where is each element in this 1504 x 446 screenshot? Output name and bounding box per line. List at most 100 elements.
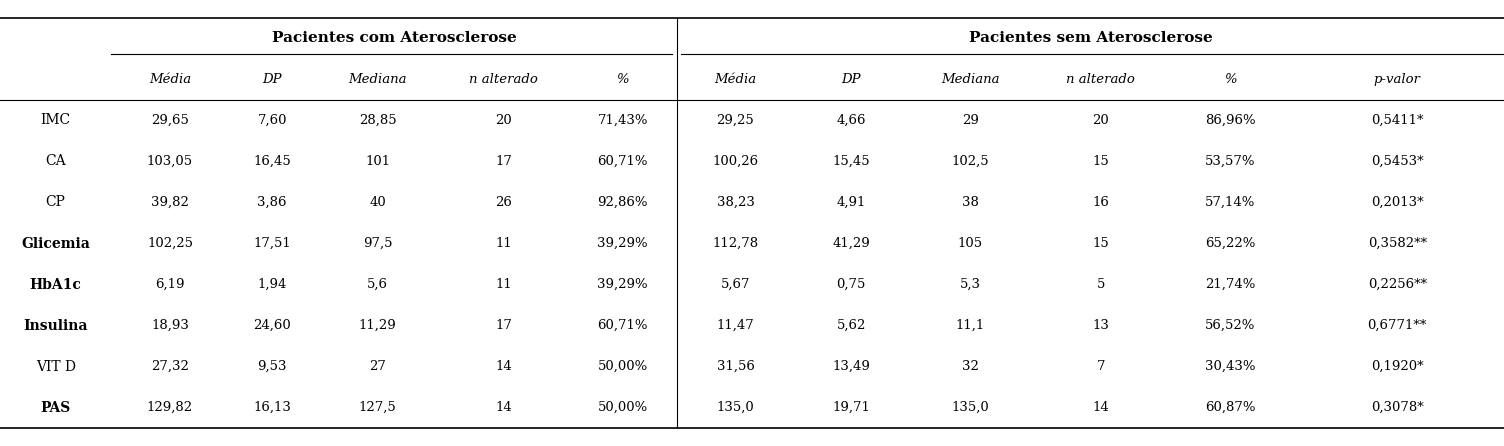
- Text: 0,2013*: 0,2013*: [1372, 196, 1423, 209]
- Text: 0,2256**: 0,2256**: [1367, 278, 1427, 291]
- Text: 19,71: 19,71: [832, 401, 871, 414]
- Text: Pacientes com Aterosclerose: Pacientes com Aterosclerose: [272, 31, 516, 45]
- Text: 86,96%: 86,96%: [1205, 114, 1256, 127]
- Text: 112,78: 112,78: [713, 237, 758, 250]
- Text: 97,5: 97,5: [362, 237, 393, 250]
- Text: 60,87%: 60,87%: [1205, 401, 1256, 414]
- Text: 15: 15: [1092, 155, 1110, 168]
- Text: 40: 40: [368, 196, 387, 209]
- Text: IMC: IMC: [41, 113, 71, 128]
- Text: 13: 13: [1092, 319, 1110, 332]
- Text: 6,19: 6,19: [155, 278, 185, 291]
- Text: DP: DP: [263, 73, 281, 86]
- Text: 71,43%: 71,43%: [597, 114, 648, 127]
- Text: 4,66: 4,66: [836, 114, 866, 127]
- Text: 92,86%: 92,86%: [597, 196, 648, 209]
- Text: 0,5411*: 0,5411*: [1372, 114, 1423, 127]
- Text: Média: Média: [714, 73, 757, 86]
- Text: 11,29: 11,29: [358, 319, 397, 332]
- Text: Insulina: Insulina: [24, 318, 87, 333]
- Text: 65,22%: 65,22%: [1205, 237, 1256, 250]
- Text: 41,29: 41,29: [832, 237, 871, 250]
- Text: 14: 14: [495, 401, 513, 414]
- Text: 17: 17: [495, 155, 513, 168]
- Text: 26: 26: [495, 196, 513, 209]
- Text: 102,5: 102,5: [951, 155, 990, 168]
- Text: 50,00%: 50,00%: [597, 360, 648, 373]
- Text: 28,85: 28,85: [358, 114, 397, 127]
- Text: HbA1c: HbA1c: [30, 277, 81, 292]
- Text: 1,94: 1,94: [257, 278, 287, 291]
- Text: 14: 14: [495, 360, 513, 373]
- Text: 38,23: 38,23: [716, 196, 755, 209]
- Text: 32: 32: [961, 360, 979, 373]
- Text: 135,0: 135,0: [951, 401, 990, 414]
- Text: 9,53: 9,53: [257, 360, 287, 373]
- Text: 17,51: 17,51: [253, 237, 292, 250]
- Text: 11: 11: [495, 278, 513, 291]
- Text: Mediana: Mediana: [349, 73, 406, 86]
- Text: 27,32: 27,32: [150, 360, 190, 373]
- Text: 0,3078*: 0,3078*: [1370, 401, 1424, 414]
- Text: PAS: PAS: [41, 401, 71, 415]
- Text: Glicemia: Glicemia: [21, 236, 90, 251]
- Text: 102,25: 102,25: [147, 237, 193, 250]
- Text: 5,67: 5,67: [720, 278, 750, 291]
- Text: 7: 7: [1096, 360, 1105, 373]
- Text: 57,14%: 57,14%: [1205, 196, 1256, 209]
- Text: 29,65: 29,65: [150, 114, 190, 127]
- Text: DP: DP: [842, 73, 860, 86]
- Text: 0,75: 0,75: [836, 278, 866, 291]
- Text: 18,93: 18,93: [150, 319, 190, 332]
- Text: 38: 38: [961, 196, 979, 209]
- Text: 16,45: 16,45: [253, 155, 292, 168]
- Text: 135,0: 135,0: [716, 401, 755, 414]
- Text: 3,86: 3,86: [257, 196, 287, 209]
- Text: VIT D: VIT D: [36, 359, 75, 374]
- Text: Média: Média: [149, 73, 191, 86]
- Text: 39,29%: 39,29%: [597, 237, 648, 250]
- Text: 103,05: 103,05: [147, 155, 193, 168]
- Text: 11,1: 11,1: [955, 319, 985, 332]
- Text: 15,45: 15,45: [832, 155, 871, 168]
- Text: 39,29%: 39,29%: [597, 278, 648, 291]
- Text: 39,82: 39,82: [150, 196, 190, 209]
- Text: 50,00%: 50,00%: [597, 401, 648, 414]
- Text: 129,82: 129,82: [147, 401, 193, 414]
- Text: 5,6: 5,6: [367, 278, 388, 291]
- Text: 5,62: 5,62: [836, 319, 866, 332]
- Text: 29,25: 29,25: [716, 114, 755, 127]
- Text: 11: 11: [495, 237, 513, 250]
- Text: 29: 29: [961, 114, 979, 127]
- Text: 101: 101: [365, 155, 390, 168]
- Text: 5,3: 5,3: [960, 278, 981, 291]
- Text: 21,74%: 21,74%: [1205, 278, 1256, 291]
- Text: p-valor: p-valor: [1373, 73, 1421, 86]
- Text: 53,57%: 53,57%: [1205, 155, 1256, 168]
- Text: 105: 105: [958, 237, 982, 250]
- Text: CP: CP: [45, 195, 66, 210]
- Text: Mediana: Mediana: [942, 73, 999, 86]
- Text: 4,91: 4,91: [836, 196, 866, 209]
- Text: 60,71%: 60,71%: [597, 155, 648, 168]
- Text: 17: 17: [495, 319, 513, 332]
- Text: 27: 27: [368, 360, 387, 373]
- Text: 15: 15: [1092, 237, 1110, 250]
- Text: 24,60: 24,60: [253, 319, 292, 332]
- Text: %: %: [1224, 73, 1236, 86]
- Text: 0,3582**: 0,3582**: [1367, 237, 1427, 250]
- Text: %: %: [617, 73, 629, 86]
- Text: n alterado: n alterado: [469, 73, 538, 86]
- Text: 16,13: 16,13: [253, 401, 292, 414]
- Text: 13,49: 13,49: [832, 360, 871, 373]
- Text: Pacientes sem Aterosclerose: Pacientes sem Aterosclerose: [969, 31, 1212, 45]
- Text: 60,71%: 60,71%: [597, 319, 648, 332]
- Text: 0,6771**: 0,6771**: [1367, 319, 1427, 332]
- Text: 16: 16: [1092, 196, 1110, 209]
- Text: 20: 20: [1092, 114, 1110, 127]
- Text: 31,56: 31,56: [716, 360, 755, 373]
- Text: 127,5: 127,5: [358, 401, 397, 414]
- Text: 11,47: 11,47: [716, 319, 755, 332]
- Text: 100,26: 100,26: [713, 155, 758, 168]
- Text: CA: CA: [45, 154, 66, 169]
